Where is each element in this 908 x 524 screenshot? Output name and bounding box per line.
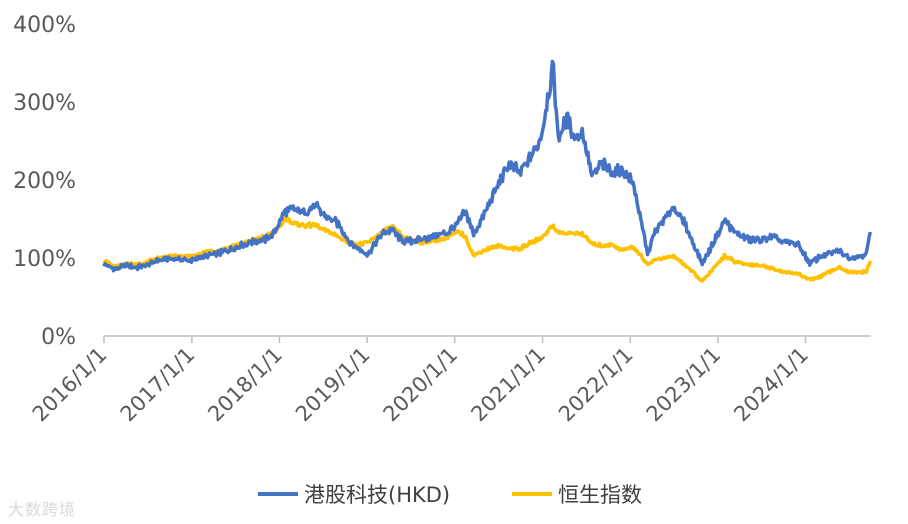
x-tick-label: 2020/1/1: [379, 343, 463, 427]
x-tick-label: 2016/1/1: [28, 343, 112, 427]
x-tick-label: 2021/1/1: [466, 343, 550, 427]
x-tick-label: 2018/1/1: [203, 343, 287, 427]
legend-item-hk-tech-label: 港股科技(HKD): [304, 483, 450, 507]
legend-item-hsi-label: 恒生指数: [558, 483, 642, 507]
x-tick-label: 2023/1/1: [642, 343, 726, 427]
x-tick-label: 2022/1/1: [554, 343, 638, 427]
y-tick-label: 400%: [13, 13, 76, 38]
x-axis-ticks: 2016/1/1 2017/1/1 2018/1/1 2019/1/1 2020/1/1…: [28, 336, 813, 426]
series-layer: [102, 59, 873, 283]
y-axis-ticks: 0% 100% 200% 300% 400%: [13, 13, 76, 350]
y-tick-label: 100%: [13, 247, 76, 272]
x-tick-label: 2017/1/1: [116, 343, 200, 427]
series-line-hk-tech: [102, 59, 873, 273]
legend: 港股科技(HKD) 恒生指数: [258, 483, 642, 507]
watermark: 大数跨境: [8, 500, 77, 519]
y-tick-label: 0%: [41, 325, 76, 350]
x-tick-label: 2024/1/1: [729, 343, 813, 427]
y-tick-label: 300%: [13, 91, 76, 116]
x-tick-label: 2019/1/1: [291, 343, 375, 427]
y-tick-label: 200%: [13, 169, 76, 194]
